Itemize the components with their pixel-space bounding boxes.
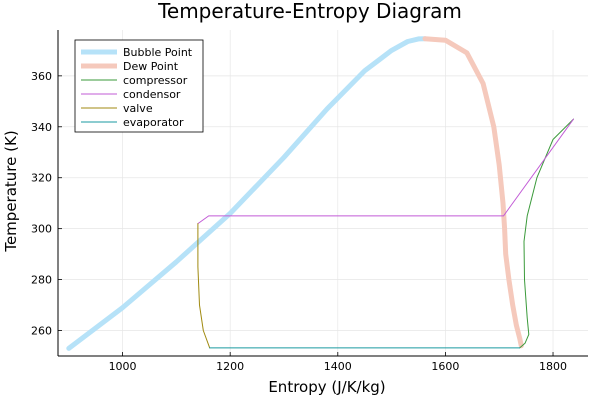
chart-title: Temperature-Entropy Diagram xyxy=(157,0,462,23)
series-valve xyxy=(197,223,211,349)
x-tick-label: 1200 xyxy=(216,360,244,373)
series-bubble-point xyxy=(66,36,428,351)
grid xyxy=(58,30,588,356)
y-tick-label: 300 xyxy=(31,223,52,236)
axes xyxy=(57,30,588,357)
legend-item-dew-point-label: Dew Point xyxy=(123,60,179,73)
y-tick-label: 360 xyxy=(31,70,52,83)
x-tick-label: 1800 xyxy=(539,360,567,373)
legend-item-condensor-label: condensor xyxy=(123,88,181,101)
y-tick-label: 320 xyxy=(31,172,52,185)
legend-item-evaporator-label: evaporator xyxy=(123,116,184,129)
y-tick-label: 260 xyxy=(31,325,52,338)
tick-labels: 1000 1200 1400 1600 1800 260 280 300 320 340 360 xyxy=(31,70,567,373)
legend-item-bubble-point-label: Bubble Point xyxy=(123,46,193,59)
x-tick-label: 1600 xyxy=(431,360,459,373)
y-axis-title: Temperature (K) xyxy=(2,130,20,252)
legend-box xyxy=(74,39,204,133)
y-tick-label: 340 xyxy=(31,121,52,134)
series-layer xyxy=(66,36,574,351)
legend-item-valve-label: valve xyxy=(123,102,153,115)
legend-item-compressor-label: compressor xyxy=(123,74,188,87)
x-tick-label: 1000 xyxy=(109,360,137,373)
x-tick-label: 1400 xyxy=(324,360,352,373)
y-tick-label: 280 xyxy=(31,274,52,287)
series-condensor xyxy=(197,118,574,225)
x-axis-title: Entropy (J/K/kg) xyxy=(268,378,385,396)
